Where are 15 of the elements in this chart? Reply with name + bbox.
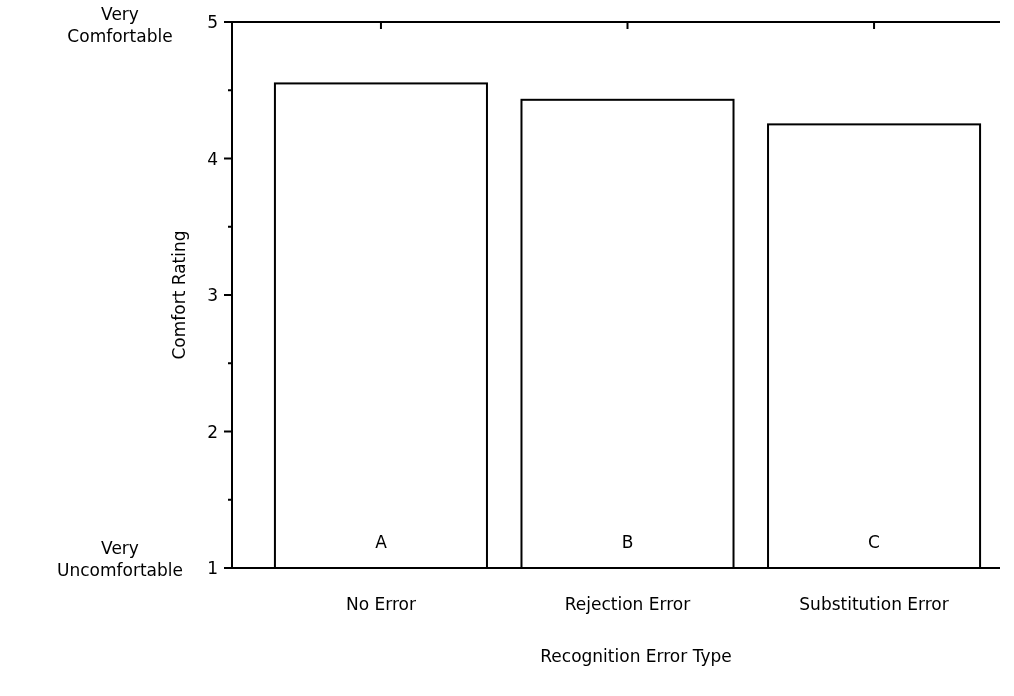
x-axis-title: Recognition Error Type — [540, 646, 732, 666]
x-tick-label: Rejection Error — [564, 594, 691, 614]
y-tick-label: 3 — [207, 285, 218, 305]
annotation: C — [868, 532, 880, 552]
x-tick-label: Substitution Error — [799, 594, 949, 614]
y-axis-title: Comfort Rating — [169, 230, 189, 360]
y-tick-label: 4 — [207, 148, 218, 169]
x-tick-label: No Error — [345, 594, 416, 614]
text: Very Comfortable — [67, 4, 173, 46]
annotation: B — [621, 532, 634, 552]
text: Very Uncomfortable — [57, 538, 183, 580]
y-tick-label: 2 — [207, 421, 218, 442]
annotation: A — [375, 532, 388, 552]
y-tick-label: 1 — [207, 558, 218, 578]
y-tick-label: 5 — [207, 12, 218, 32]
